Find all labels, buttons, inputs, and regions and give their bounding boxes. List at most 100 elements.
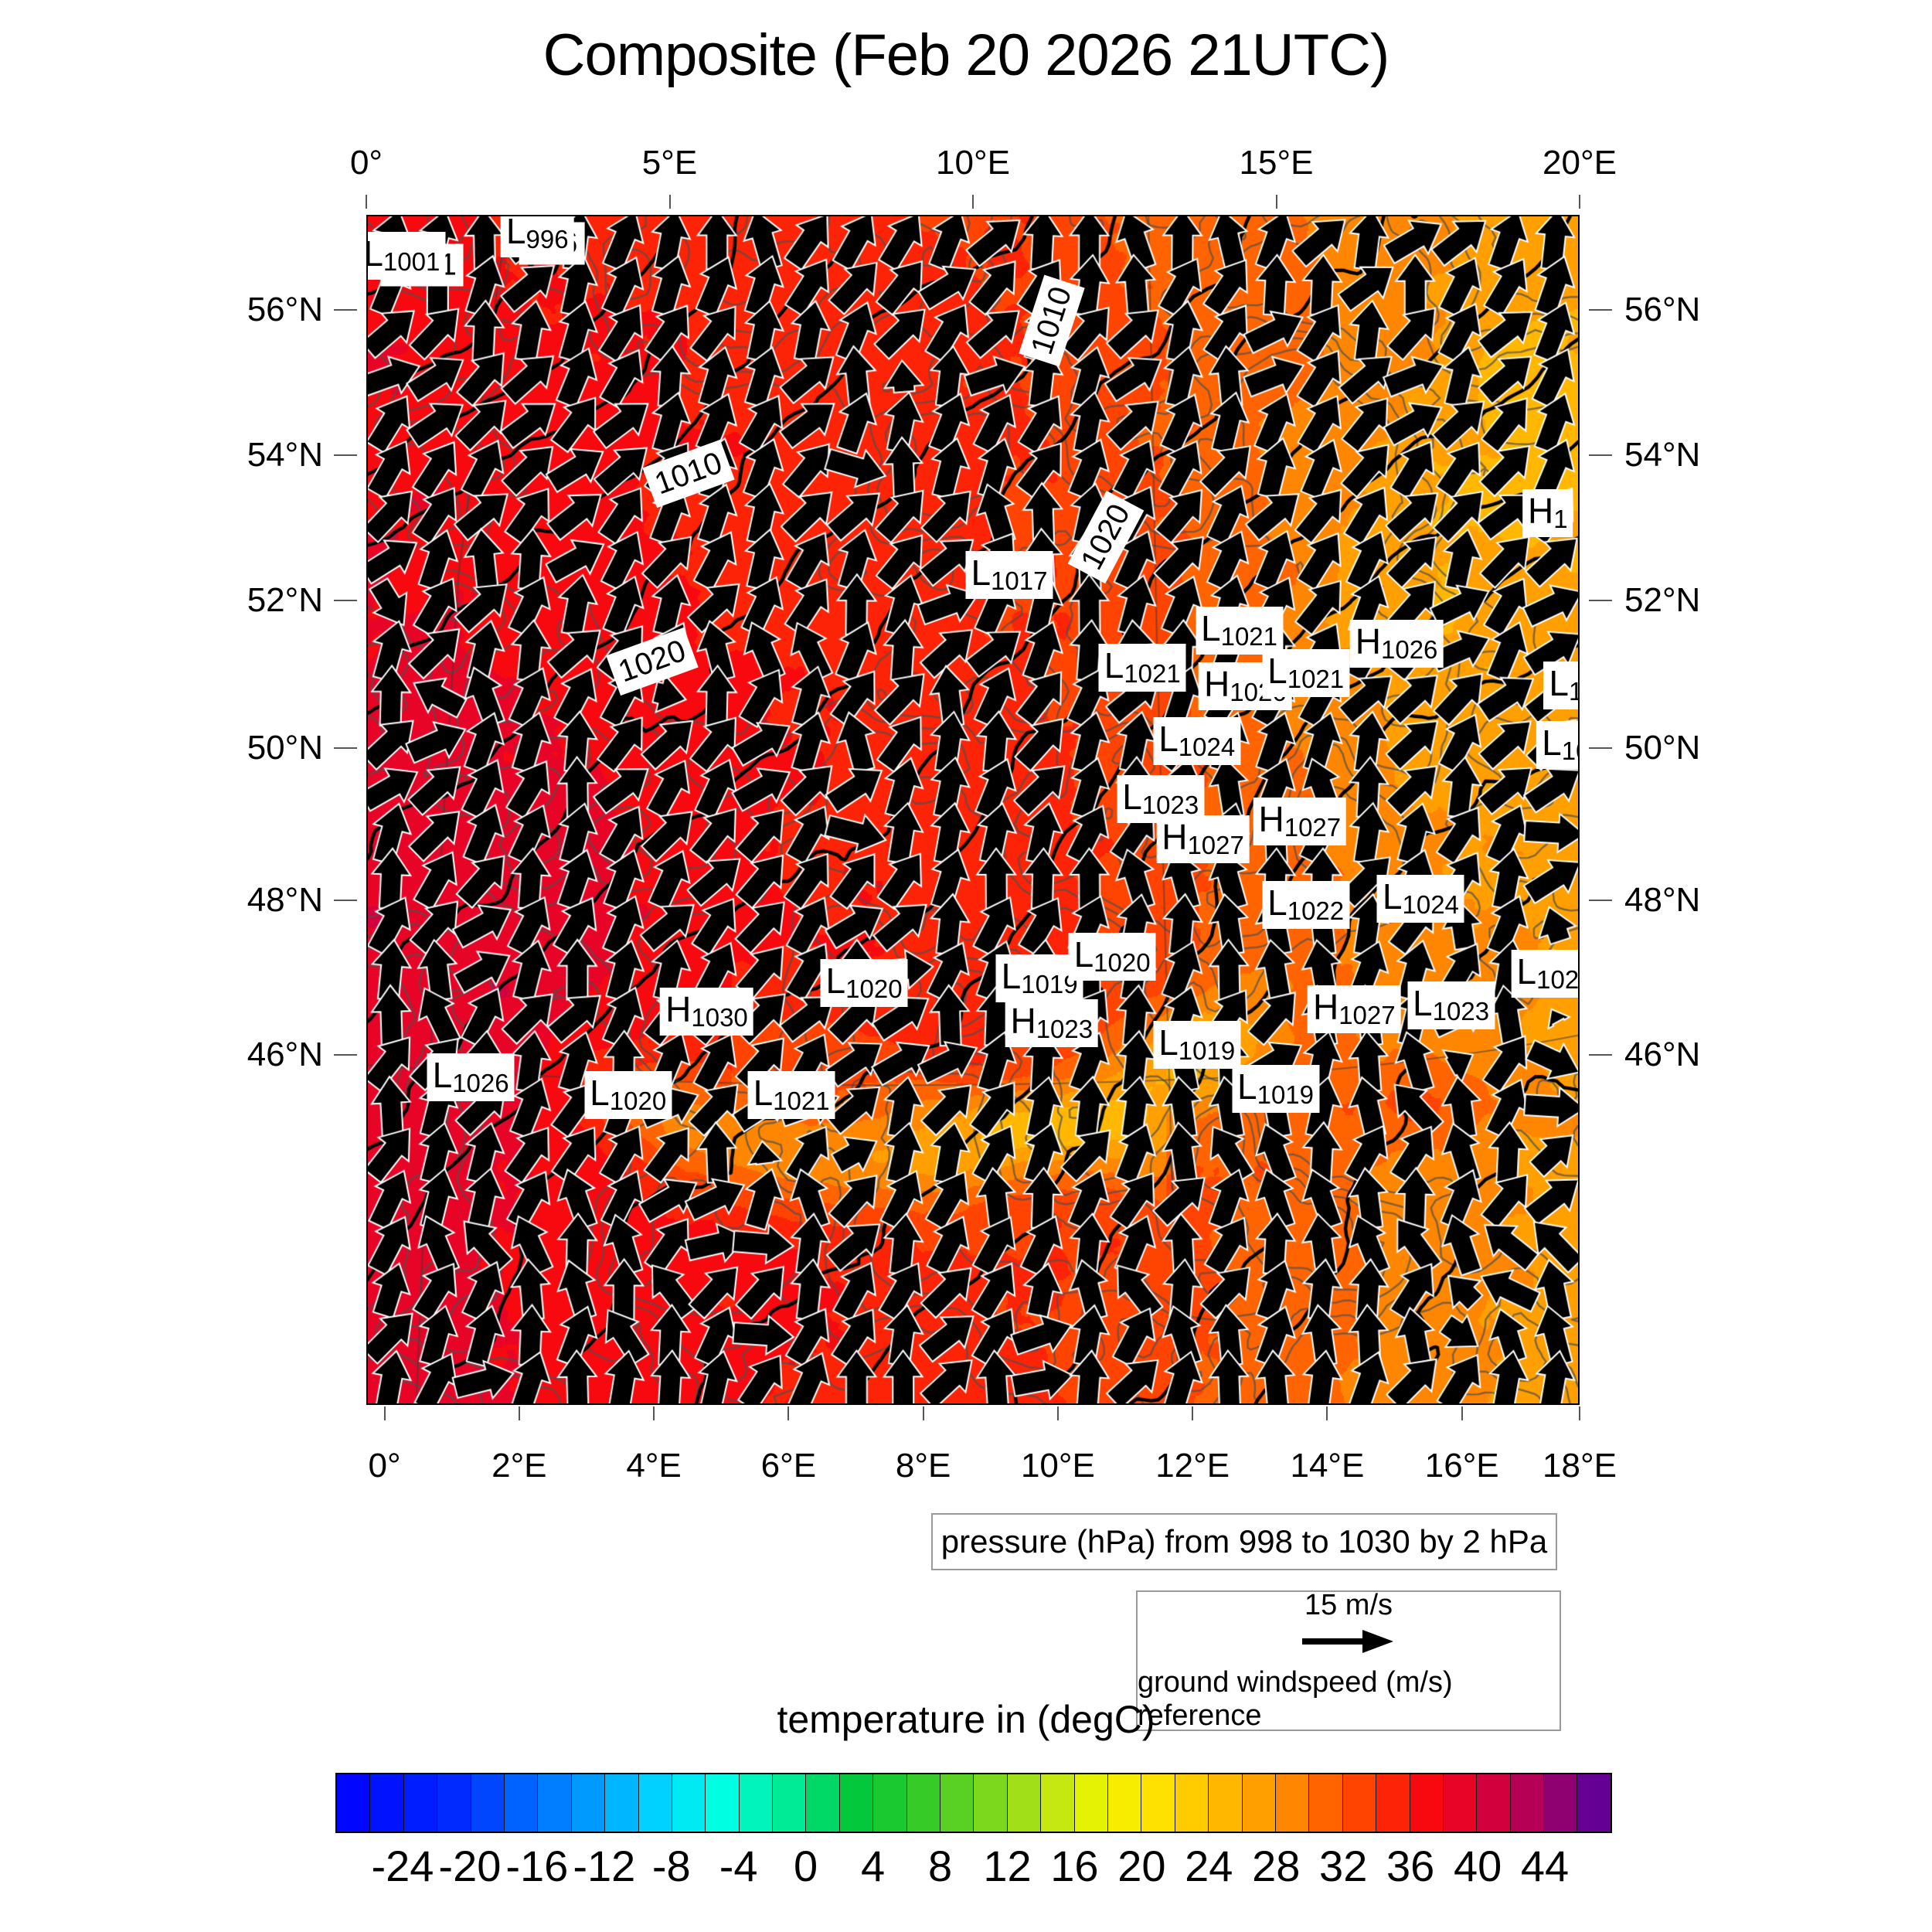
temperature-pressure-wind-map [368,216,1578,1403]
pressure-marker-letter: H [1010,1001,1036,1042]
colorbar-title: temperature in (degC) [777,1698,1155,1741]
pressure-marker-value: 1024 [1178,732,1236,761]
high-pressure-label: H1 [1522,489,1573,537]
lat-tick-mark-left [334,599,357,601]
colorbar-tick-label: 8 [927,1842,953,1890]
high-pressure-label: H1027 [1156,815,1250,864]
pressure-marker-value: 1023 [1432,997,1490,1026]
pressure-contour-legend: pressure (hPa) from 998 to 1030 by 2 hPa [931,1513,1557,1570]
lon-tick-label-bottom: 10°E [1020,1447,1095,1485]
pressure-marker-letter: L [1382,876,1403,917]
colorbar-segment [974,1774,1008,1832]
pressure-marker-letter: L [1158,718,1179,759]
pressure-marker-letter: L [1267,651,1287,692]
pressure-marker-value: 1027 [1187,831,1244,860]
colorbar-segment [471,1774,505,1832]
lon-tick-label-bottom: 2°E [492,1447,547,1485]
low-pressure-label: L996 [500,216,574,257]
low-pressure-label: L1021 [1098,643,1186,692]
pressure-marker-value: 1020 [609,1086,667,1115]
lon-tick-mark-bottom [1326,1406,1328,1420]
pressure-marker-value: 1026 [452,1068,509,1097]
lat-tick-mark-left [334,747,357,749]
pressure-marker-value: 1026 [1381,634,1438,664]
colorbar-segment [806,1774,840,1832]
lon-tick-label-bottom: 14°E [1290,1447,1365,1485]
colorbar-segment [873,1774,907,1832]
lat-tick-mark-left [334,454,357,457]
colorbar-tick-label: 20 [1117,1842,1166,1890]
colorbar-tick-label: 28 [1252,1842,1301,1890]
colorbar-segment [1074,1774,1108,1832]
pressure-marker-value: 1023 [1141,791,1199,820]
colorbar-segment [1141,1774,1175,1832]
lat-tick-mark-right [1589,747,1612,749]
colorbar-tick-label: -8 [651,1842,691,1890]
low-pressure-label: L1024 [1153,716,1241,765]
temperature-colorbar[interactable] [335,1773,1612,1833]
lon-tick-label-top: 10°E [936,144,1010,182]
colorbar-segment [1242,1774,1276,1832]
high-pressure-label: H1027 [1307,985,1401,1034]
pressure-marker-value: 1019 [1257,1080,1315,1109]
colorbar-segment [1209,1774,1243,1832]
colorbar-segment [1041,1774,1075,1832]
colorbar-tick-label: 36 [1386,1842,1435,1890]
lon-tick-label-top: 5°E [641,144,698,182]
colorbar-segment [370,1774,404,1832]
lon-tick-mark-top [1275,195,1277,209]
low-pressure-label: L10 [1536,720,1578,769]
lon-tick-mark-top [668,195,671,209]
lon-tick-mark-bottom [1056,1406,1059,1420]
low-pressure-label: L1020 [820,959,908,1008]
low-pressure-label: L1019 [995,954,1083,1003]
low-pressure-label: L102 [1511,949,1578,998]
low-pressure-label: L1022 [1262,880,1350,929]
colorbar-segment [1007,1774,1042,1832]
lon-tick-mark-bottom [1192,1406,1194,1420]
colorbar-segment [1477,1774,1511,1832]
lat-tick-label-left: 46°N [247,1036,323,1074]
low-pressure-label: L1019 [1153,1021,1241,1070]
low-pressure-label: L1021 [1196,607,1284,655]
map-plot-area[interactable]: 99610011010101010201020L1001L996H1L1017L… [366,215,1580,1405]
pressure-marker-letter: L [1516,951,1537,992]
lon-tick-mark-top [1579,195,1580,209]
lat-tick-label-right: 48°N [1624,881,1701,920]
colorbar-tick-label: 0 [794,1842,818,1890]
pressure-marker-letter: H [1162,817,1188,858]
colorbar-segment [504,1774,539,1832]
colorbar-segment [638,1774,672,1832]
high-pressure-label: H1027 [1253,798,1347,846]
pressure-marker-letter: L [1122,777,1142,818]
colorbar-segment [1107,1774,1142,1832]
pressure-marker-letter: L [1413,983,1433,1024]
lat-tick-label-right: 52°N [1624,580,1701,619]
colorbar-segment [1544,1774,1578,1832]
colorbar-tick-label: 4 [861,1842,886,1890]
wind-arrow-icon [1302,1628,1395,1658]
colorbar-tick-label: -4 [719,1842,758,1890]
low-pressure-label: L1017 [965,550,1053,599]
pressure-marker-value: 1027 [1338,1001,1396,1030]
pressure-marker-value: 1017 [991,566,1048,595]
colorbar-segment [571,1774,606,1832]
lat-tick-mark-right [1589,454,1612,457]
colorbar-tick-label: 16 [1050,1842,1099,1890]
lon-tick-mark-bottom [1579,1406,1580,1420]
colorbar-tick-label: 24 [1185,1842,1233,1890]
lon-tick-label-bottom: 12°E [1155,1447,1230,1485]
colorbar-tick-label: 44 [1520,1842,1570,1890]
colorbar-segment [538,1774,572,1832]
wind-reference-caption: ground windspeed (m/s) reference [1138,1666,1453,1732]
pressure-marker-value: 1022 [1287,896,1345,925]
colorbar-tick-labels: -24 -20 -16 -12 -8 -4 0 4 8 12 16 20 24 28 32 36 40 44 [335,1841,1612,1895]
lat-tick-label-right: 54°N [1624,436,1701,474]
colorbar-tick-label: -12 [573,1842,636,1890]
pressure-marker-letter: L [1267,882,1287,923]
lon-tick-mark-bottom [518,1406,520,1420]
colorbar-segment [1342,1774,1377,1832]
lon-tick-mark-top [972,195,974,209]
pressure-marker-letter: L [432,1054,453,1095]
colorbar-segment [906,1774,941,1832]
